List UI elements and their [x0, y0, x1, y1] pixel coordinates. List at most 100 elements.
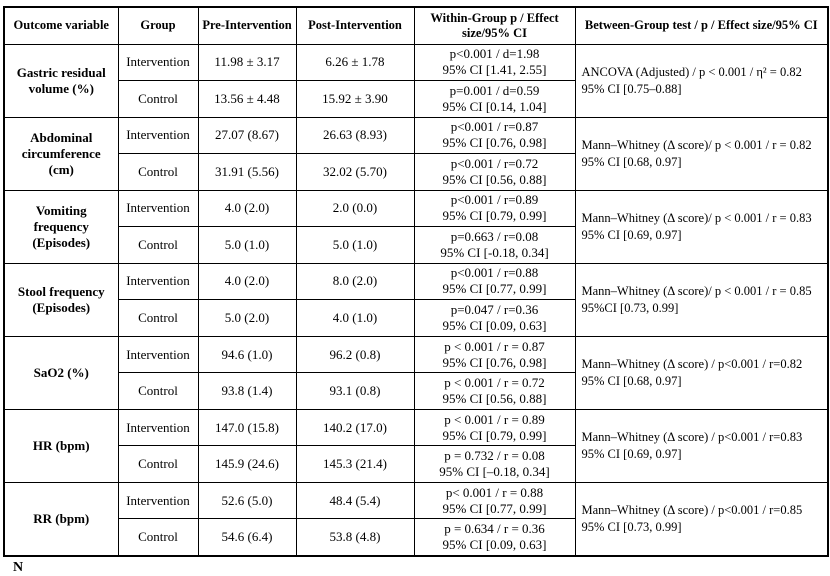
- within-p-effect: p=0.663 / r=0.08: [450, 228, 539, 244]
- within-group-cell: p< 0.001 / r = 0.88 95% CI [0.77, 0.99]: [413, 481, 576, 520]
- post-value-cell: 2.0 (0.0): [295, 189, 415, 228]
- within-group-cell: p=0.001 / d=0.59 95% CI [0.14, 1.04]: [413, 80, 576, 118]
- within-group-cell: p < 0.001 / r = 0.89 95% CI [0.79, 0.99]: [413, 408, 576, 447]
- within-ci: 95% CI [0.14, 1.04]: [442, 98, 547, 114]
- outcome-cell: Gastric residual volume (%): [3, 43, 119, 118]
- within-p-effect: p = 0.732 / r = 0.08: [444, 448, 545, 464]
- between-ci: 95% CI [0.69, 0.97]: [581, 227, 682, 242]
- within-ci: 95% CI [0.09, 0.63]: [442, 537, 547, 553]
- within-ci: 95% CI [0.09, 0.63]: [442, 317, 547, 333]
- within-ci: 95% CI [0.79, 0.99]: [442, 208, 547, 224]
- post-value-cell: 93.1 (0.8): [295, 372, 415, 410]
- table-row: Stool frequency (Episodes) Intervention …: [3, 262, 829, 337]
- between-test-p-effect: Mann–Whitney (Δ score) / p<0.001 / r=0.8…: [581, 502, 803, 517]
- table-row: Control 54.6 (6.4) 53.8 (4.8) p = 0.634 …: [4, 518, 828, 557]
- group-cell: Intervention: [117, 408, 199, 447]
- within-p-effect: p<0.001 / d=1.98: [449, 46, 540, 62]
- post-value-cell: 48.4 (5.4): [295, 481, 415, 520]
- between-test-p-effect: Mann–Whitney (Δ score) / p<0.001 / r=0.8…: [581, 356, 803, 371]
- between-group-cell: Mann–Whitney (Δ score) / p<0.001 / r=0.8…: [574, 481, 829, 557]
- between-group-cell: Mann–Whitney (Δ score)/ p < 0.001 / r = …: [574, 262, 829, 337]
- col-header-pre-intervention: Pre-Intervention: [197, 6, 297, 45]
- table-row: Abdominal circumference (cm) Interventio…: [3, 116, 829, 191]
- post-value-cell: 4.0 (1.0): [295, 299, 415, 337]
- between-ci: 95% CI [0.68, 0.97]: [581, 154, 682, 169]
- col-header-group: Group: [117, 6, 199, 45]
- within-p-effect: p<0.001 / r=0.72: [450, 155, 539, 171]
- within-ci: 95% CI [0.76, 0.98]: [442, 135, 547, 151]
- between-test-p-effect: Mann–Whitney (Δ score)/ p < 0.001 / r = …: [581, 137, 812, 152]
- between-ci: 95% CI [0.73, 0.99]: [581, 519, 682, 534]
- header-row: Outcome variable Group Pre-Intervention …: [3, 6, 829, 45]
- within-p-effect: p< 0.001 / r = 0.88: [445, 484, 544, 500]
- between-group-cell: Mann–Whitney (Δ score) / p<0.001 / r=0.8…: [574, 335, 829, 410]
- pre-value-cell: 11.98 ± 3.17: [197, 43, 297, 82]
- pre-value-cell: 145.9 (24.6): [197, 445, 297, 483]
- within-ci: 95% CI [–0.18, 0.34]: [439, 464, 550, 480]
- between-ci: 95% CI [0.68, 0.97]: [581, 373, 682, 388]
- col-header-post-intervention: Post-Intervention: [295, 6, 415, 45]
- pre-value-cell: 94.6 (1.0): [197, 335, 297, 374]
- outcome-cell: Abdominal circumference (cm): [3, 116, 119, 191]
- group-cell: Control: [117, 518, 199, 557]
- within-ci: 95% CI [0.56, 0.88]: [442, 391, 547, 407]
- within-group-cell: p < 0.001 / r = 0.72 95% CI [0.56, 0.88]: [413, 372, 576, 410]
- within-group-cell: p<0.001 / r=0.72 95% CI [0.56, 0.88]: [413, 153, 576, 191]
- between-ci: 95%CI [0.73, 0.99]: [581, 300, 679, 315]
- pre-value-cell: 31.91 (5.56): [197, 153, 297, 191]
- within-ci: 95% CI [1.41, 2.55]: [442, 62, 547, 78]
- table-row: Control 145.9 (24.6) 145.3 (21.4) p = 0.…: [4, 445, 828, 483]
- within-group-cell: p = 0.634 / r = 0.36 95% CI [0.09, 0.63]: [413, 518, 576, 557]
- group-cell: Intervention: [117, 43, 199, 82]
- group-cell: Control: [117, 153, 199, 191]
- pre-value-cell: 5.0 (2.0): [197, 299, 297, 337]
- within-group-cell: p = 0.732 / r = 0.08 95% CI [–0.18, 0.34…: [413, 445, 576, 483]
- within-group-cell: p<0.001 / r=0.88 95% CI [0.77, 0.99]: [413, 262, 576, 301]
- within-p-effect: p<0.001 / r=0.88: [450, 265, 539, 281]
- pre-value-cell: 93.8 (1.4): [197, 372, 297, 410]
- between-ci: 95% CI [0.75–0.88]: [581, 81, 682, 96]
- pre-value-cell: 52.6 (5.0): [197, 481, 297, 520]
- within-group-cell: p<0.001 / r=0.89 95% CI [0.79, 0.99]: [413, 189, 576, 228]
- col-header-within-group: Within-Group p / Effect size/95% CI: [413, 6, 576, 45]
- table-row: HR (bpm) Intervention 147.0 (15.8) 140.2…: [3, 408, 829, 483]
- between-group-cell: Mann–Whitney (Δ score) / p<0.001 / r=0.8…: [574, 408, 829, 483]
- note-text-fragment: N: [13, 560, 24, 575]
- table-row: Vomiting frequency (Episodes) Interventi…: [3, 189, 829, 264]
- table-row: Control 13.56 ± 4.48 15.92 ± 3.90 p=0.00…: [4, 80, 828, 118]
- between-ci: 95% CI [0.69, 0.97]: [581, 446, 682, 461]
- table-row: Control 93.8 (1.4) 93.1 (0.8) p < 0.001 …: [4, 372, 828, 410]
- col-header-outcome-variable: Outcome variable: [3, 6, 119, 45]
- post-value-cell: 5.0 (1.0): [295, 226, 415, 264]
- post-value-cell: 8.0 (2.0): [295, 262, 415, 301]
- group-cell: Control: [117, 372, 199, 410]
- group-cell: Intervention: [117, 189, 199, 228]
- within-ci: 95% CI [0.76, 0.98]: [442, 354, 547, 370]
- outcome-cell: Stool frequency (Episodes): [3, 262, 119, 337]
- within-p-effect: p = 0.634 / r = 0.36: [444, 521, 545, 537]
- post-value-cell: 145.3 (21.4): [295, 445, 415, 483]
- group-cell: Control: [117, 445, 199, 483]
- between-group-cell: ANCOVA (Adjusted) / p < 0.001 / η² = 0.8…: [574, 43, 829, 118]
- col-header-between-group: Between-Group test / p / Effect size/95%…: [574, 6, 829, 45]
- within-group-cell: p=0.663 / r=0.08 95% CI [-0.18, 0.34]: [413, 226, 576, 264]
- post-value-cell: 6.26 ± 1.78: [295, 43, 415, 82]
- table-row: SaO2 (%) Intervention 94.6 (1.0) 96.2 (0…: [3, 335, 829, 410]
- group-cell: Control: [117, 226, 199, 264]
- between-test-p-effect: Mann–Whitney (Δ score)/ p < 0.001 / r = …: [581, 283, 812, 298]
- group-cell: Intervention: [117, 335, 199, 374]
- within-ci: 95% CI [0.79, 0.99]: [442, 427, 547, 443]
- pre-value-cell: 147.0 (15.8): [197, 408, 297, 447]
- group-cell: Intervention: [117, 481, 199, 520]
- pre-value-cell: 27.07 (8.67): [197, 116, 297, 155]
- within-group-cell: p<0.001 / d=1.98 95% CI [1.41, 2.55]: [413, 43, 576, 82]
- within-group-cell: p<0.001 / r=0.87 95% CI [0.76, 0.98]: [413, 116, 576, 155]
- within-ci: 95% CI [-0.18, 0.34]: [440, 244, 549, 260]
- within-p-effect: p<0.001 / r=0.87: [450, 119, 539, 135]
- within-group-cell: p=0.047 / r=0.36 95% CI [0.09, 0.63]: [413, 299, 576, 337]
- within-p-effect: p=0.001 / d=0.59: [449, 82, 540, 98]
- group-cell: Intervention: [117, 262, 199, 301]
- post-value-cell: 96.2 (0.8): [295, 335, 415, 374]
- outcome-cell: Vomiting frequency (Episodes): [3, 189, 119, 264]
